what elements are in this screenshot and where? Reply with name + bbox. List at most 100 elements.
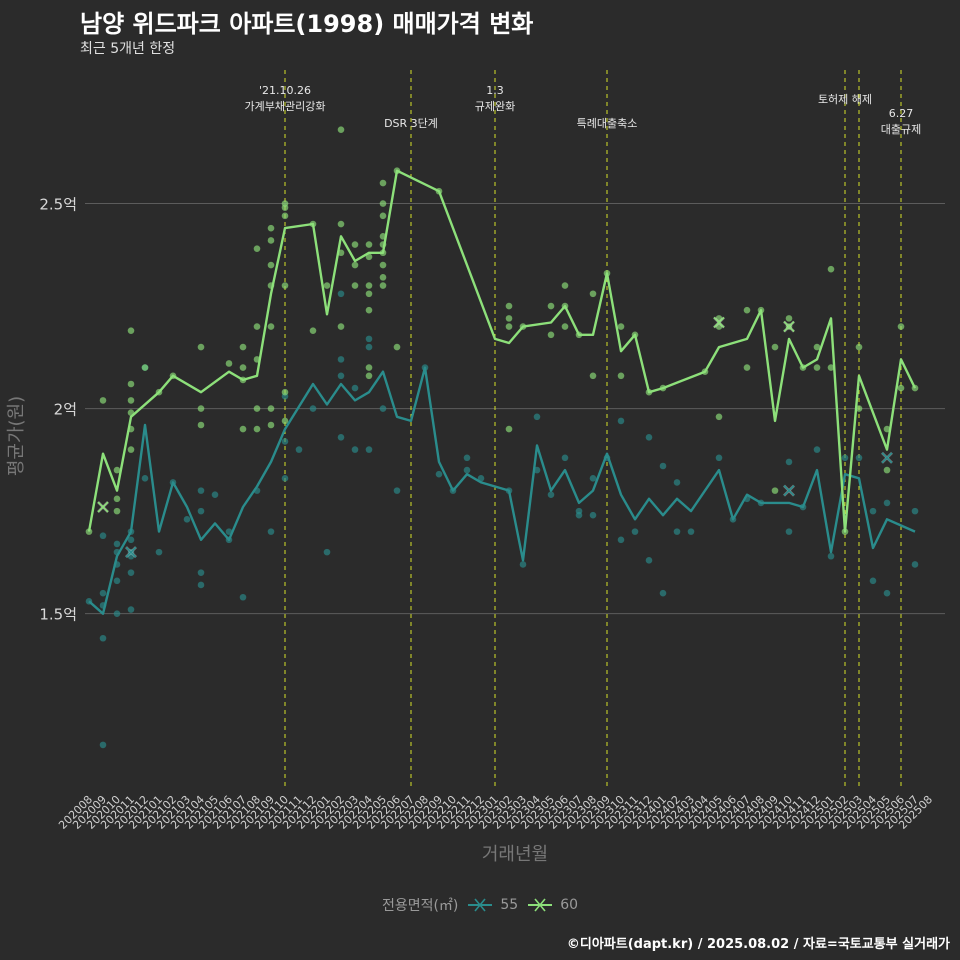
series-55-point: [547, 491, 555, 499]
annotation-label: 특례대출축소: [577, 117, 638, 130]
series-60-point: [365, 306, 373, 314]
series-60-point: [281, 204, 289, 211]
annotation-label: 가계부채관리강화: [245, 100, 326, 113]
series-60-point: [197, 421, 205, 429]
series-60-point: [547, 302, 555, 310]
series-55-point: [197, 569, 205, 576]
series-55-point: [365, 343, 373, 351]
series-60-point: [379, 179, 387, 187]
series-60-point: [617, 372, 625, 380]
series-55-point: [309, 405, 317, 412]
series-55-point: [99, 634, 107, 642]
series-55-point: [337, 434, 345, 441]
series-60-point: [379, 274, 387, 281]
series-55-point: [323, 548, 331, 556]
series-55-point: [99, 741, 107, 749]
annotation-label: 1.3: [486, 84, 504, 97]
series-55-point: [197, 581, 205, 589]
series-55-point: [533, 413, 541, 421]
series-55-point: [673, 528, 681, 535]
series-60-point: [309, 327, 317, 334]
y-axis-label: 평균가(원): [6, 396, 27, 476]
series-55-point: [337, 372, 345, 380]
line-layer: [87, 169, 917, 615]
series-60-point: [225, 360, 233, 367]
series-55-point: [435, 470, 443, 478]
series-60-point: [253, 405, 261, 412]
series-60-point: [883, 466, 891, 474]
series-60-point: [561, 323, 569, 330]
series-60-point: [505, 323, 513, 330]
series-55-x-marker: [125, 546, 137, 559]
series-55-point: [687, 528, 695, 535]
series-55-point: [99, 532, 107, 540]
series-55-point: [855, 454, 863, 462]
series-55-point: [183, 516, 191, 523]
series-60-point: [365, 241, 373, 248]
series-60-point: [351, 282, 359, 289]
series-55-point: [589, 475, 597, 482]
series-55-point: [365, 446, 373, 453]
series-60-point: [337, 220, 345, 228]
axis-layer: 1.5억2억2.5억202008202009202010202011202012…: [39, 196, 935, 832]
series-55-x-marker: [881, 451, 893, 464]
legend-item-60: 60: [526, 897, 578, 913]
series-55-point: [351, 446, 359, 453]
series-55-point: [267, 528, 275, 535]
series-60-point: [267, 421, 275, 429]
series-60-point: [351, 261, 359, 269]
series-60-point: [127, 446, 135, 453]
series-55-point: [127, 569, 135, 576]
series-60-point: [253, 245, 261, 252]
chart-title: 남양 위드파크 아파트(1998) 매매가격 변화: [80, 10, 534, 38]
series-60-point: [239, 343, 247, 351]
series-55-point: [575, 511, 583, 519]
series-55-point: [869, 507, 877, 515]
series-60-point: [239, 364, 247, 371]
series-60-point: [393, 343, 401, 351]
annotation-label: 6.27: [889, 107, 914, 120]
series-60-point: [267, 405, 275, 412]
y-tick-label: 1.5억: [39, 606, 77, 624]
series-60-point: [113, 507, 121, 515]
series-55-point: [659, 589, 667, 597]
series-60-point: [561, 282, 569, 289]
series-55-point: [197, 487, 205, 494]
chart-subtitle: 최근 5개년 한정: [80, 41, 176, 57]
series-55-point: [113, 540, 121, 548]
scatter-layer: [85, 126, 919, 749]
series-55-point: [197, 507, 205, 515]
series-60-point: [323, 282, 331, 289]
x-axis-label: 거래년월: [482, 844, 548, 865]
series-60-point: [897, 384, 905, 392]
series-60-point: [589, 372, 597, 380]
series-60-x-marker: [783, 320, 795, 333]
series-55-point: [659, 462, 667, 470]
series-60-point: [141, 364, 149, 371]
series-60-point: [253, 425, 261, 433]
series-55-point: [281, 475, 289, 482]
series-55-point: [127, 536, 135, 544]
series-60-point: [771, 487, 779, 494]
series-60-point: [813, 364, 821, 371]
series-55-point: [281, 438, 289, 445]
series-60-point: [85, 528, 93, 535]
series-60-point: [379, 200, 387, 207]
series-60-point: [99, 397, 107, 404]
series-60-point: [267, 224, 275, 232]
series-55-point: [337, 356, 345, 363]
series-60-x-marker: [97, 501, 109, 514]
series-55-point: [645, 557, 653, 564]
series-60-point: [505, 425, 513, 433]
x-marker-stroke: [783, 321, 795, 333]
series-55-point: [911, 507, 919, 515]
series-60-point: [113, 466, 121, 474]
series-60-point: [883, 425, 891, 433]
legend-title: 전용면적(㎡): [381, 898, 459, 914]
series-55-point: [127, 606, 135, 613]
series-60-point: [505, 302, 513, 310]
grid-layer: [85, 203, 945, 615]
series-60-point: [337, 323, 345, 330]
series-60-point: [351, 241, 359, 248]
